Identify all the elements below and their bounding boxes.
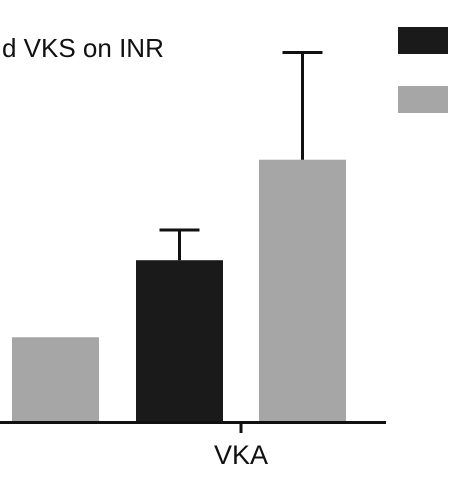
chart-title: d VKS on INR — [2, 33, 164, 63]
legend-swatch-2 — [398, 86, 448, 113]
x-tick-label-2: VKA — [214, 440, 268, 470]
bar-series1-cat2 — [136, 260, 223, 421]
bars-layer — [12, 159, 346, 421]
x-axis: VKA — [0, 421, 386, 470]
legend-swatch-1 — [398, 27, 448, 54]
bar-series2-cat2 — [259, 159, 346, 421]
bar-series2-cat1 — [12, 337, 99, 421]
error-bars-layer — [159, 51, 323, 261]
legend — [398, 27, 448, 113]
